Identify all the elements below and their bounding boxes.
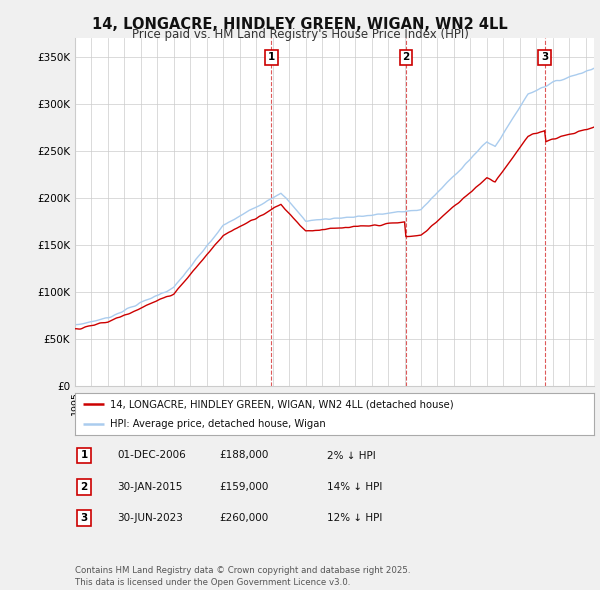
Text: 14, LONGACRE, HINDLEY GREEN, WIGAN, WN2 4LL (detached house): 14, LONGACRE, HINDLEY GREEN, WIGAN, WN2 … [110, 399, 454, 409]
Text: 2: 2 [402, 53, 409, 63]
Text: 1: 1 [80, 451, 88, 460]
Text: 3: 3 [541, 53, 548, 63]
Text: 2: 2 [80, 482, 88, 491]
Text: 30-JUN-2023: 30-JUN-2023 [117, 513, 183, 523]
Text: 3: 3 [80, 513, 88, 523]
Text: 01-DEC-2006: 01-DEC-2006 [117, 451, 186, 460]
Text: £260,000: £260,000 [219, 513, 268, 523]
Text: 14% ↓ HPI: 14% ↓ HPI [327, 482, 382, 491]
Text: £188,000: £188,000 [219, 451, 268, 460]
Text: 2% ↓ HPI: 2% ↓ HPI [327, 451, 376, 460]
Text: 30-JAN-2015: 30-JAN-2015 [117, 482, 182, 491]
Text: 1: 1 [268, 53, 275, 63]
Text: 12% ↓ HPI: 12% ↓ HPI [327, 513, 382, 523]
Text: Price paid vs. HM Land Registry's House Price Index (HPI): Price paid vs. HM Land Registry's House … [131, 28, 469, 41]
Text: Contains HM Land Registry data © Crown copyright and database right 2025.
This d: Contains HM Land Registry data © Crown c… [75, 566, 410, 587]
Text: HPI: Average price, detached house, Wigan: HPI: Average price, detached house, Wiga… [110, 419, 326, 429]
Text: 14, LONGACRE, HINDLEY GREEN, WIGAN, WN2 4LL: 14, LONGACRE, HINDLEY GREEN, WIGAN, WN2 … [92, 17, 508, 31]
Text: £159,000: £159,000 [219, 482, 268, 491]
